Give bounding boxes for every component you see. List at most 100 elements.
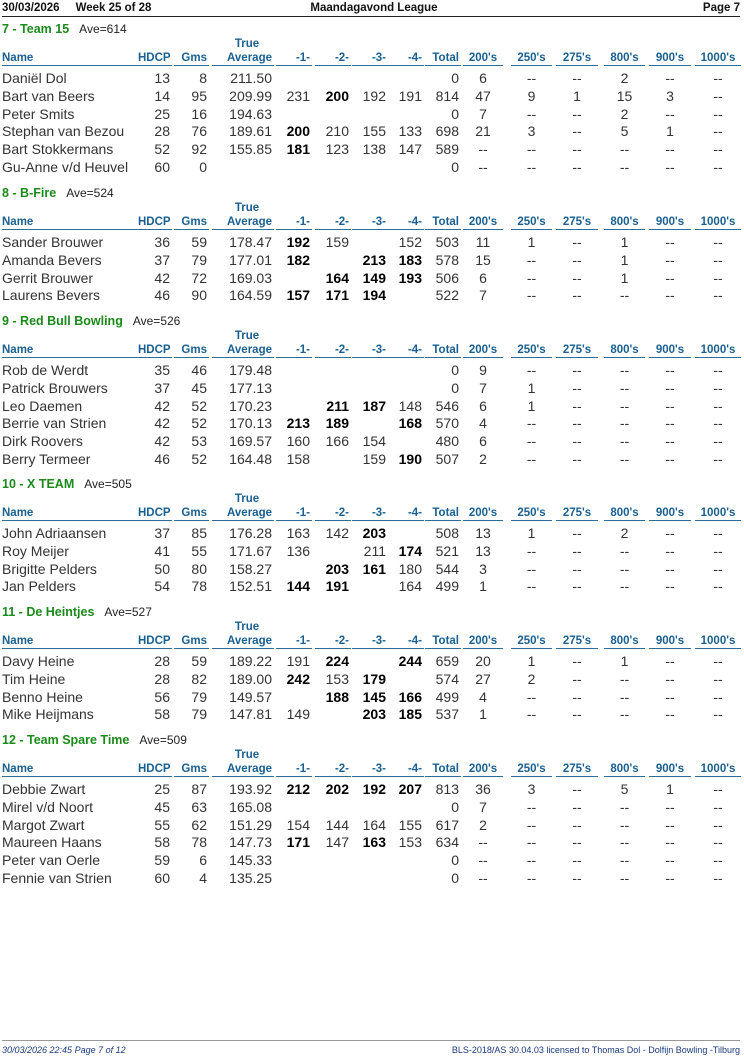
player-avg: 169.03 (229, 269, 272, 286)
player-game-1: 191 (286, 653, 310, 669)
player-row: Debbie Zwart 25 87 193.92 212 202 192 207 813 36 3… (0, 781, 744, 798)
player-row: Daniël Dol 13 8 211.50 0 6 -- -- 2 -- -- (0, 70, 744, 87)
player-total: 570 (435, 415, 459, 432)
player-c250: -- (526, 560, 537, 577)
player-row: Amanda Bevers 37 79 177.01 182 213 183 578 15 -- -… (0, 252, 744, 269)
player-hdcp: 25 (154, 105, 170, 122)
player-c200: 1 (479, 706, 487, 723)
column-header-c1000: 1000's (700, 635, 736, 647)
player-game-4: 153 (398, 834, 422, 851)
player-row: Dirk Roovers 42 53 169.57 160 166 154 480 6 -- -- -… (0, 433, 744, 450)
player-gms: 6 (199, 852, 207, 868)
player-total: 574 (435, 670, 459, 687)
column-header-underline (511, 648, 552, 649)
player-game-3: 213 (362, 251, 386, 268)
player-game-1: 231 (286, 87, 310, 104)
player-total: 499 (435, 688, 459, 705)
player-gms: 46 (191, 362, 207, 378)
player-c250: 1 (527, 379, 536, 396)
column-header-g2: -2- (334, 216, 349, 228)
player-c200: 6 (479, 433, 487, 449)
column-header-underline (649, 776, 691, 777)
player-total: 521 (435, 542, 459, 559)
team-title: 8 - B-Fire Ave=524 (2, 186, 114, 200)
player-game-2: 191 (325, 578, 349, 595)
column-header-underline (695, 648, 741, 649)
column-header-underline (511, 357, 552, 358)
player-row: Benno Heine 56 79 149.57 188 145 166 499 4 -- -- --… (0, 689, 744, 706)
team-section: 10 - X TEAM Ave=505 True Name HDCP Gms Average… (0, 477, 744, 596)
column-header-underline (2, 357, 136, 358)
column-header-underline (649, 65, 691, 66)
player-hdcp: 37 (154, 251, 170, 268)
player-total: 537 (435, 706, 459, 723)
player-c900: -- (665, 869, 675, 886)
player-c900: -- (665, 234, 675, 250)
player-game-4: 180 (398, 560, 422, 577)
player-total: 0 (451, 869, 459, 886)
column-header-row: Name HDCP Gms Average -1- -2- -3- -4- Total 200's… (0, 344, 744, 359)
player-hdcp: 59 (154, 852, 170, 868)
player-game-2: 210 (325, 123, 349, 140)
player-c275: -- (572, 415, 582, 432)
column-header-g4: -4- (407, 344, 422, 356)
player-c200: -- (478, 852, 488, 868)
player-avg: 147.81 (229, 706, 272, 723)
player-c900: -- (665, 542, 675, 559)
column-header-g2: -2- (334, 763, 349, 775)
column-header-c275: 275's (562, 507, 592, 519)
player-name: Debbie Zwart (2, 781, 86, 797)
column-header-c1000: 1000's (700, 52, 736, 64)
player-c250: -- (526, 362, 537, 378)
player-c200: 6 (479, 70, 487, 86)
column-header-name: Name (2, 763, 34, 775)
column-header-underline (511, 776, 552, 777)
column-header-c1000: 1000's (700, 763, 736, 775)
column-header-underline (388, 648, 424, 649)
player-c1000: -- (713, 70, 723, 86)
player-total: 506 (435, 269, 459, 286)
player-c1000: -- (713, 450, 723, 467)
player-c800: -- (619, 397, 630, 414)
column-header-average: Average (227, 52, 272, 64)
player-hdcp: 46 (154, 287, 170, 304)
player-hdcp: 52 (154, 141, 170, 157)
player-c900: -- (665, 433, 675, 449)
player-gms: 63 (191, 798, 207, 815)
column-header-underline (556, 229, 598, 230)
player-avg: 164.48 (229, 450, 272, 467)
column-header-underline (388, 776, 424, 777)
player-c800: -- (619, 560, 630, 577)
player-game-1: 182 (286, 251, 310, 268)
player-name: Peter van Oerle (2, 852, 101, 868)
column-header-total: Total (432, 216, 459, 228)
column-header-underline (511, 520, 552, 521)
team-average: Ave=505 (84, 477, 132, 491)
column-header-underline (463, 520, 503, 521)
player-game-1: 242 (286, 670, 310, 687)
player-hdcp: 58 (154, 834, 170, 851)
player-c275: -- (572, 251, 582, 268)
column-header-hdcp: HDCP (138, 763, 171, 775)
column-header-underline (276, 65, 312, 66)
column-header-g2: -2- (334, 344, 349, 356)
column-header-g4: -4- (407, 763, 422, 775)
player-c1000: -- (713, 542, 723, 559)
player-total: 698 (435, 123, 459, 140)
column-header-underline (388, 229, 424, 230)
player-game-2: 123 (325, 141, 349, 157)
player-c800: 1 (620, 234, 629, 250)
player-c275: -- (572, 158, 582, 175)
column-header-underline (212, 520, 274, 521)
column-header-g1: -1- (295, 52, 310, 64)
player-game-3: 179 (362, 670, 386, 687)
team-section: 9 - Red Bull Bowling Ave=526 True Name HDCP G… (0, 314, 744, 469)
column-header-underline (174, 65, 209, 66)
player-c250: -- (526, 578, 537, 595)
column-header-underline (352, 229, 388, 230)
player-name: Davy Heine (2, 653, 75, 669)
column-header-underline (315, 648, 351, 649)
player-c1000: -- (713, 670, 723, 687)
player-c900: -- (665, 578, 675, 595)
player-row: Rob de Werdt 35 46 179.48 0 9 -- -- -- -- -- (0, 362, 744, 379)
